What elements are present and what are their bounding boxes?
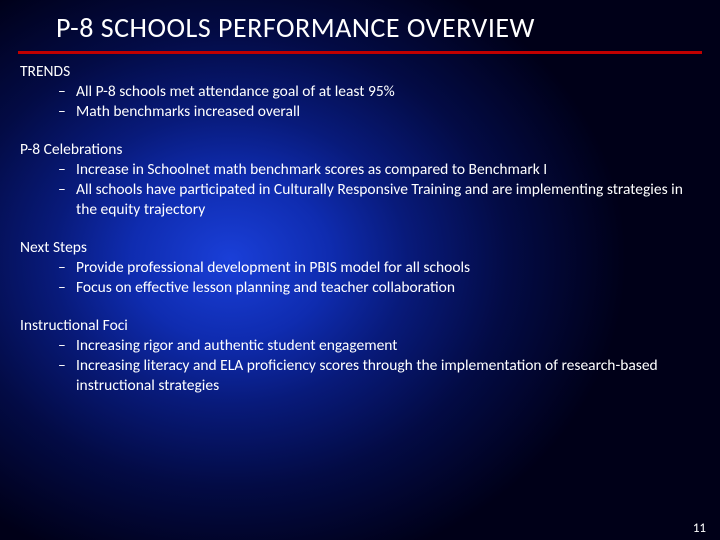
slide: P-8 SCHOOLS PERFORMANCE OVERVIEW TRENDS … [0, 0, 720, 540]
bullet-item: Increasing literacy and ELA proficiency … [58, 356, 692, 396]
bullet-list: Increasing rigor and authentic student e… [20, 336, 692, 395]
section-heading: TRENDS [20, 62, 692, 81]
page-number: 11 [693, 521, 706, 536]
section-trends: TRENDS All P-8 schools met attendance go… [20, 62, 692, 122]
section-heading: Next Steps [20, 238, 692, 257]
slide-title: P-8 SCHOOLS PERFORMANCE OVERVIEW [0, 0, 720, 49]
bullet-item: Focus on effective lesson planning and t… [58, 278, 692, 298]
section-heading: Instructional Foci [20, 316, 692, 335]
bullet-list: All P-8 schools met attendance goal of a… [20, 82, 692, 122]
bullet-list: Increase in Schoolnet math benchmark sco… [20, 160, 692, 219]
bullet-item: Increase in Schoolnet math benchmark sco… [58, 160, 692, 180]
section-celebrations: P-8 Celebrations Increase in Schoolnet m… [20, 140, 692, 220]
bullet-list: Provide professional development in PBIS… [20, 258, 692, 298]
bullet-item: All P-8 schools met attendance goal of a… [58, 82, 692, 102]
section-instructional-foci: Instructional Foci Increasing rigor and … [20, 316, 692, 396]
bullet-item: Increasing rigor and authentic student e… [58, 336, 692, 356]
bullet-item: Math benchmarks increased overall [58, 102, 692, 122]
section-next-steps: Next Steps Provide professional developm… [20, 238, 692, 298]
section-heading: P-8 Celebrations [20, 140, 692, 159]
bullet-item: All schools have participated in Cultura… [58, 180, 692, 220]
slide-body: TRENDS All P-8 schools met attendance go… [0, 54, 720, 396]
bullet-item: Provide professional development in PBIS… [58, 258, 692, 278]
